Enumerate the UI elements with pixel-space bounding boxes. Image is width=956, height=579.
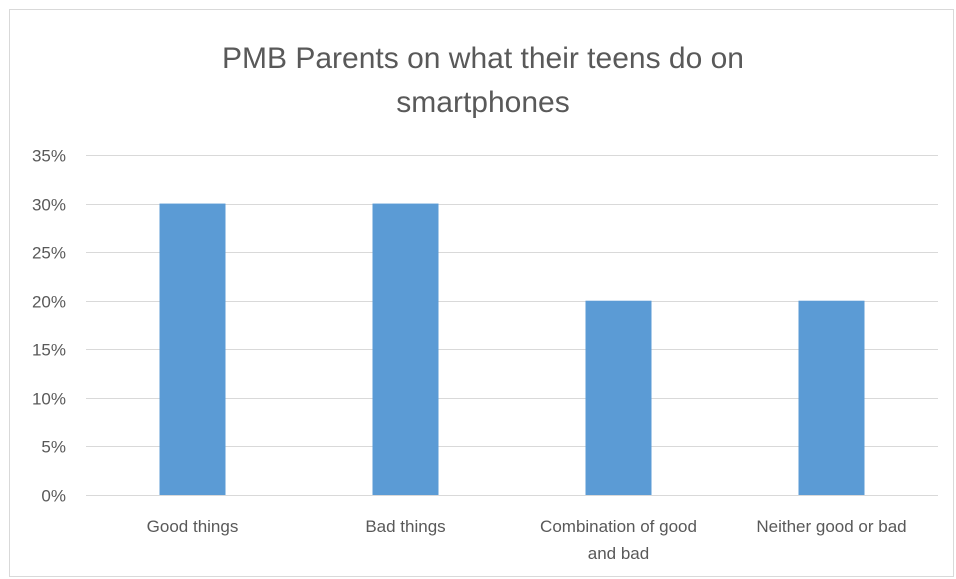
y-tick-label: 10% [32,390,66,409]
bar-bad-things [372,203,439,496]
y-tick-label: 0% [41,487,66,506]
x-category-label: Neither good or bad [756,517,906,536]
bar-neither-good-or-bad [798,300,865,495]
x-axis-category-labels: Good things Bad things Combination of good… [147,517,907,563]
bar-good-things [159,203,226,496]
x-category-label: Bad things [365,517,445,536]
y-tick-label: 30% [32,196,66,215]
y-tick-label: 20% [32,293,66,312]
y-tick-label: 15% [32,341,66,360]
y-tick-label: 25% [32,244,66,263]
bar-combination-of-good-and-bad [585,300,652,495]
bars [159,203,865,496]
chart-title-line-1: PMB Parents on what their teens do on [222,42,744,75]
x-category-label: Good things [147,517,239,536]
y-axis-tick-labels: 0% 5% 10% 15% 20% 25% 30% 35% [32,147,66,506]
chart-title-line-2: smartphones [396,86,569,119]
gridlines [86,155,938,496]
y-tick-label: 5% [41,438,66,457]
x-category-label: Combination of good [540,517,697,536]
y-tick-label: 35% [32,147,66,166]
x-category-label: and bad [588,544,649,563]
